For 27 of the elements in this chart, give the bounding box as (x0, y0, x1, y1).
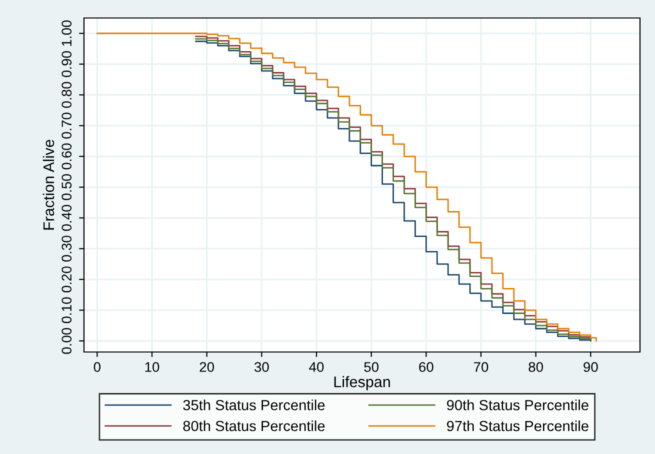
y-tick-label: 0.10 (62, 297, 72, 324)
x-tick-label: 70 (474, 362, 488, 372)
x-axis-title: Lifespan (334, 376, 390, 390)
legend-label: 35th Status Percentile (183, 400, 325, 410)
y-tick-label: 0.70 (62, 112, 72, 139)
x-tick-label: 10 (145, 362, 160, 372)
x-tick-label: 40 (309, 362, 324, 372)
y-tick-label: 0.20 (62, 266, 72, 292)
legend-label: 90th Status Percentile (447, 400, 588, 410)
x-tick-label: 50 (364, 362, 379, 372)
x-tick-label: 20 (200, 362, 214, 372)
y-tick-label: 0.30 (62, 236, 72, 262)
legend-label: 80th Status Percentile (183, 420, 325, 432)
y-tick-label: 0.60 (62, 143, 72, 170)
y-tick-label: 0.40 (62, 204, 72, 231)
x-tick-label: 80 (528, 362, 543, 372)
x-tick-label: 0 (94, 362, 100, 372)
y-tick-label: 0.80 (62, 82, 72, 108)
x-tick-label: 30 (254, 362, 269, 372)
x-tick-label: 60 (419, 362, 434, 372)
y-axis-title: Fraction Alive (42, 140, 54, 230)
legend-label: 97th Status Percentile (447, 420, 588, 432)
y-tick-label: 0.00 (62, 328, 72, 354)
y-tick-label: 0.50 (62, 174, 72, 200)
y-tick-label: 0.90 (62, 51, 72, 78)
x-tick-label: 90 (584, 362, 598, 372)
y-tick-label: 1.00 (62, 20, 72, 46)
